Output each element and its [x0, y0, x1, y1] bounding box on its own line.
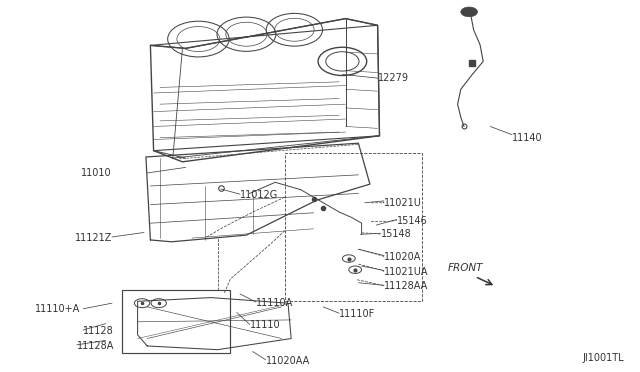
Text: 11020A: 11020A — [384, 252, 421, 262]
Text: 11012G: 11012G — [240, 190, 278, 200]
Text: FRONT: FRONT — [448, 263, 484, 273]
Text: 11128: 11128 — [83, 326, 114, 336]
Text: 11128AA: 11128AA — [384, 282, 428, 291]
Circle shape — [349, 266, 362, 273]
Text: 11121Z: 11121Z — [75, 233, 112, 243]
Circle shape — [461, 7, 477, 17]
Text: 12279: 12279 — [378, 73, 408, 83]
Text: 11020AA: 11020AA — [266, 356, 310, 366]
Text: 11128A: 11128A — [77, 341, 114, 351]
Text: 11010: 11010 — [81, 168, 112, 178]
Bar — [122, 290, 230, 353]
Text: 11110: 11110 — [250, 321, 280, 330]
Text: 11021U: 11021U — [384, 198, 422, 208]
Text: JI1001TL: JI1001TL — [582, 353, 624, 363]
Text: 11140: 11140 — [512, 133, 543, 142]
Text: 11110F: 11110F — [339, 310, 376, 319]
Circle shape — [342, 255, 355, 262]
Text: 15148: 15148 — [381, 230, 412, 239]
Text: 11021UA: 11021UA — [384, 267, 429, 276]
Text: 11110A: 11110A — [256, 298, 293, 308]
Text: 11110+A: 11110+A — [35, 304, 81, 314]
Text: 15146: 15146 — [397, 217, 428, 226]
